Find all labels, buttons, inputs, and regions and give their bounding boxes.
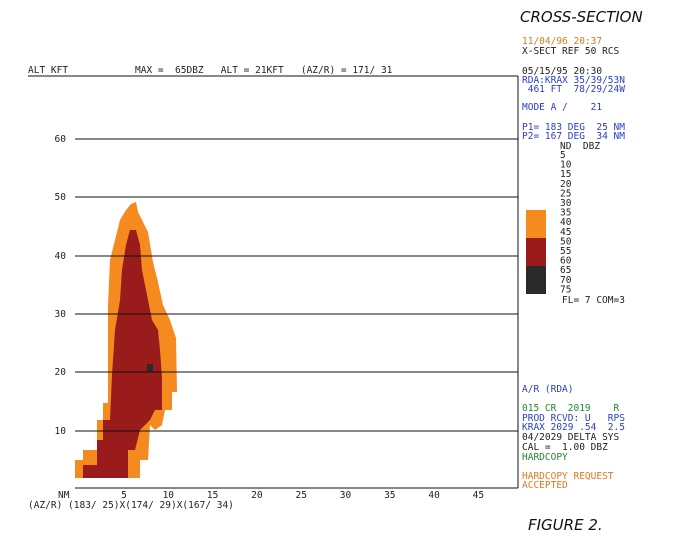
grid — [75, 138, 518, 432]
x-tick-label: 10 — [163, 490, 175, 501]
x-unit: NM — [58, 490, 70, 501]
legend-swatch — [526, 266, 546, 294]
time: 11/04/96 20:37 — [522, 36, 602, 47]
y-tick-label: 40 — [55, 251, 67, 262]
elev: 461 FT 78/29/24W — [522, 84, 625, 95]
request: HARDCOPY REQUEST — [522, 471, 614, 482]
fl: FL= 7 COM=3 — [562, 295, 625, 306]
legend-head: ND DBZ — [560, 141, 600, 152]
product: X-SECT REF 50 RCS — [522, 46, 620, 57]
y-tick-label: 60 — [55, 134, 67, 145]
echo-max — [147, 364, 153, 372]
figure-caption: FIGURE 2. — [528, 516, 603, 534]
x-tick-label: 25 — [295, 490, 306, 501]
dbz-level: 30 — [560, 198, 572, 209]
y-tick-label: 20 — [55, 367, 67, 378]
delta: 04/2029 DELTA SYS — [522, 432, 620, 443]
dbz-level: 10 — [560, 160, 572, 171]
header-info: MAX = 65DBZ ALT = 21KFT (AZ/R) = 171/ 31 — [135, 65, 393, 76]
cal: CAL = 1.00 DBZ — [522, 442, 608, 453]
accepted: ACCEPTED — [522, 480, 568, 491]
dbz-level: 15 — [560, 169, 571, 180]
volume-time: 05/15/95 20:30 — [522, 66, 602, 77]
alt-label: ALT KFT — [28, 65, 68, 76]
panel-title: CROSS-SECTION — [520, 8, 643, 26]
prod: PROD RCVD: U RPS — [522, 413, 625, 424]
mode: MODE A / 21 — [522, 102, 602, 113]
dbz-level: 65 — [560, 265, 571, 276]
krax: KRAX 2029 .54 2.5 — [522, 422, 625, 433]
x-tick-label: 20 — [251, 490, 263, 501]
x-tick-label: 5 — [121, 490, 127, 501]
legend-swatch — [526, 210, 546, 238]
p2: P2= 167 DEG 34 NM — [522, 131, 625, 142]
dbz-level: 50 — [560, 236, 572, 247]
ar: A/R (RDA) — [522, 384, 573, 395]
dbz-level: 75 — [560, 284, 571, 295]
y-tick-label: 50 — [55, 192, 67, 203]
cr: 015 CR 2019 R — [522, 403, 620, 414]
rda: RDA:KRAX 35/39/53N — [522, 75, 625, 86]
x-tick-label: 15 — [207, 490, 218, 501]
y-tick-label: 30 — [55, 309, 67, 320]
azr: (AZ/R) (183/ 25)X(174/ 29)X(167/ 34) — [28, 500, 234, 511]
x-tick-label: 35 — [384, 490, 395, 501]
dbz-level: 55 — [560, 246, 571, 257]
dbz-level: 5 — [560, 150, 566, 161]
dbz-level: 40 — [560, 217, 572, 228]
dbz-level: 20 — [560, 179, 572, 190]
x-tick-label: 45 — [473, 490, 484, 501]
dbz-level: 70 — [560, 275, 572, 286]
y-tick-label: 10 — [55, 426, 67, 437]
legend-swatch — [526, 238, 546, 266]
dbz-level: 45 — [560, 227, 571, 238]
dbz-level: 35 — [560, 208, 571, 219]
dbz-level: 25 — [560, 188, 571, 199]
hardcopy: HARDCOPY — [522, 452, 568, 463]
p1: P1= 183 DEG 25 NM — [522, 122, 625, 133]
echo-core — [83, 230, 162, 478]
dbz-level: 60 — [560, 256, 572, 267]
x-tick-label: 40 — [428, 490, 440, 501]
x-tick-label: 30 — [340, 490, 352, 501]
